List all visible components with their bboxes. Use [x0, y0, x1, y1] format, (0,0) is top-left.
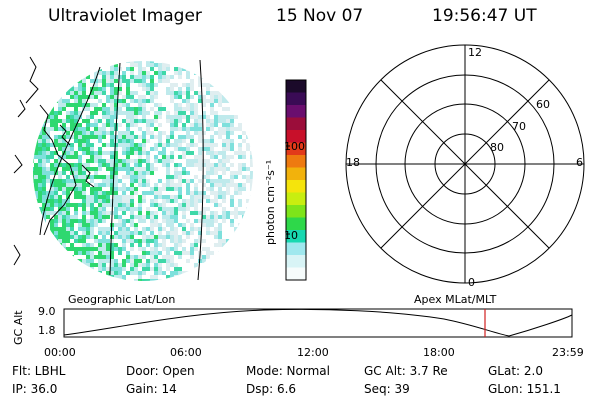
colorbar-tick-100: 100 [284, 140, 305, 153]
colorbar-tick-10: 10 [284, 229, 298, 242]
instrument-title: Ultraviolet Imager [48, 6, 202, 26]
colorbar-block [286, 205, 306, 218]
status-flt: Flt: LBHL [12, 364, 66, 378]
time-label: 19:56:47 UT [432, 6, 537, 26]
timeline-xtick-1800: 18:00 [423, 346, 455, 359]
colorbar-block [286, 167, 306, 181]
status-dsp: Dsp: 6.6 [246, 382, 297, 396]
mlt-label-0: 0 [468, 276, 475, 289]
colorbar-block [286, 117, 306, 131]
colorbar-unit-label: photon cm⁻²s⁻¹ [264, 159, 277, 245]
earth-uv-image [13, 56, 253, 281]
status-gain: Gain: 14 [126, 382, 177, 396]
colorbar-block [286, 267, 306, 281]
colorbar [285, 79, 307, 281]
colorbar-block [286, 155, 306, 168]
mlt-label-12: 12 [468, 46, 482, 59]
status-gc-alt: GC Alt: 3.7 Re [364, 364, 448, 378]
mlt-label-18: 18 [346, 156, 360, 169]
timeline-y-label: GC Alt [12, 310, 25, 345]
timeline-xtick-1200: 12:00 [297, 346, 329, 359]
status-seq: Seq: 39 [364, 382, 410, 396]
timeline-ytick-1-8: 1.8 [38, 324, 56, 337]
colorbar-block [286, 180, 306, 193]
lat-label-70: 70 [512, 120, 526, 133]
date-label: 15 Nov 07 [276, 6, 364, 26]
colorbar-block [286, 242, 306, 256]
timeline-ytick-9: 9.0 [38, 305, 56, 318]
timeline-xtick-2359: 23:59 [552, 346, 584, 359]
colorbar-block [286, 80, 306, 93]
colorbar-block [286, 130, 306, 143]
colorbar-block [286, 142, 306, 156]
colorbar-block [286, 217, 306, 231]
status-mode: Mode: Normal [246, 364, 330, 378]
colorbar-block [286, 230, 306, 243]
status-glat: GLat: 2.0 [488, 364, 543, 378]
timeline-plot [63, 308, 573, 338]
colorbar-block [286, 105, 306, 118]
colorbar-block [286, 255, 306, 268]
colorbar-block [286, 92, 306, 106]
colorbar-block [286, 192, 306, 206]
timeline-right-title: Apex MLat/MLT [414, 293, 497, 306]
status-door: Door: Open [126, 364, 195, 378]
polar-plot [345, 44, 585, 284]
status-glon: GLon: 151.1 [488, 382, 561, 396]
mlt-label-6: 6 [576, 156, 583, 169]
timeline-left-title: Geographic Lat/Lon [68, 293, 176, 306]
timeline-xtick-0000: 00:00 [44, 346, 76, 359]
lat-label-80: 80 [490, 141, 504, 154]
timeline-xtick-0600: 06:00 [170, 346, 202, 359]
status-ip: IP: 36.0 [12, 382, 58, 396]
lat-label-60: 60 [536, 98, 550, 111]
